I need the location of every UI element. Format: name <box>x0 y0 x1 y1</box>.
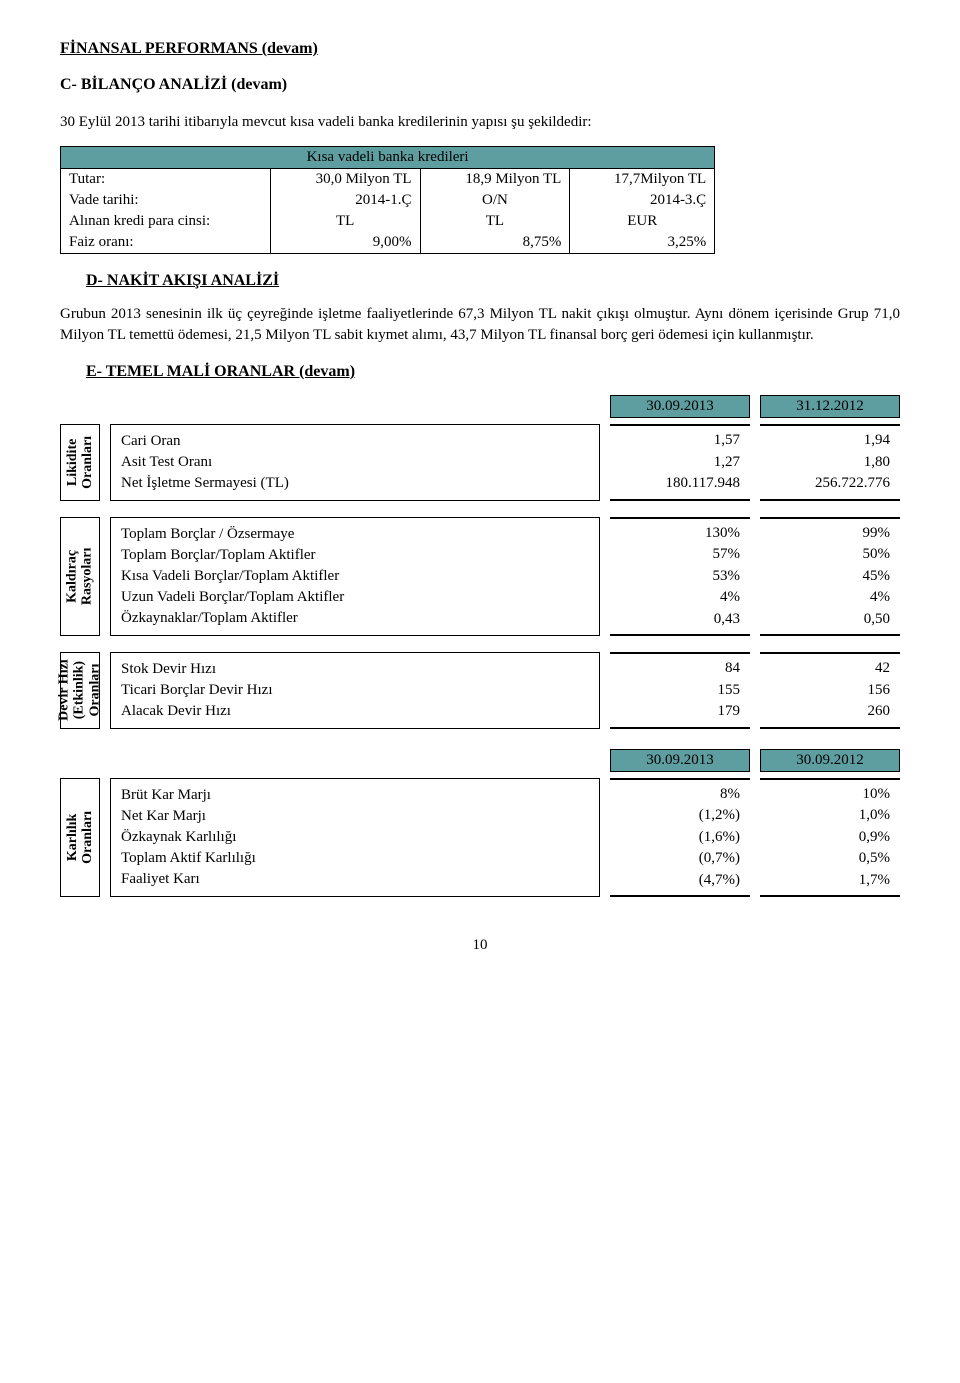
table-cell: Tutar: <box>61 169 271 191</box>
credit-table: Kısa vadeli banka kredileri Tutar: 30,0 … <box>60 146 715 254</box>
table-cell: 30,0 Milyon TL <box>270 169 420 191</box>
ratio-value: 99% <box>770 523 890 544</box>
table-cell: 17,7Milyon TL <box>570 169 715 191</box>
date-header-row: 30.09.2013 30.09.2012 <box>60 749 900 772</box>
main-heading: FİNANSAL PERFORMANS (devam) <box>60 40 900 58</box>
ratio-value: 256.722.776 <box>770 473 890 494</box>
ratio-value: 260 <box>770 701 890 722</box>
ratio-name: Toplam Borçlar / Özsermaye <box>121 524 589 545</box>
ratio-value: 156 <box>770 680 890 701</box>
ratio-name: Cari Oran <box>121 431 589 452</box>
vlabel-turnover: Devir Hızı(Etkinlik)Oranları <box>57 659 103 721</box>
ratio-value: (1,6%) <box>620 827 740 848</box>
ratio-name: Toplam Borçlar/Toplam Aktifler <box>121 545 589 566</box>
ratio-name: Özkaynak Karlılığı <box>121 827 589 848</box>
ratio-value: 42 <box>770 658 890 679</box>
leverage-ratios: KaldıraçRasyoları Toplam Borçlar / Özser… <box>60 517 900 636</box>
ratio-value: 1,80 <box>770 452 890 473</box>
ratio-value: 180.117.948 <box>620 473 740 494</box>
date-header-row: 30.09.2013 31.12.2012 <box>60 395 900 418</box>
profitability-ratios: KarlılıkOranları Brüt Kar Marjı Net Kar … <box>60 778 900 897</box>
ratio-name: Özkaynaklar/Toplam Aktifler <box>121 608 589 629</box>
ratio-name: Ticari Borçlar Devir Hızı <box>121 680 589 701</box>
turnover-ratios: Devir Hızı(Etkinlik)Oranları Stok Devir … <box>60 652 900 729</box>
ratio-name: Kısa Vadeli Borçlar/Toplam Aktifler <box>121 566 589 587</box>
ratio-value: 0,9% <box>770 827 890 848</box>
ratio-value: 53% <box>620 566 740 587</box>
ratio-name: Net Kar Marjı <box>121 806 589 827</box>
ratio-value: 1,27 <box>620 452 740 473</box>
sub-heading-e: E- TEMEL MALİ ORANLAR (devam) <box>86 363 900 381</box>
ratio-value: (4,7%) <box>620 870 740 891</box>
table-cell: 8,75% <box>420 232 570 254</box>
table-cell: TL <box>270 211 420 232</box>
ratio-value: 10% <box>770 784 890 805</box>
table-cell: EUR <box>570 211 715 232</box>
ratio-value: 179 <box>620 701 740 722</box>
page-number: 10 <box>60 937 900 954</box>
liquidity-ratios: LikiditeOranları Cari Oran Asit Test Ora… <box>60 424 900 501</box>
table-cell: 9,00% <box>270 232 420 254</box>
date-col-2: 31.12.2012 <box>760 395 900 418</box>
ratio-value: 0,50 <box>770 609 890 630</box>
ratio-value: 130% <box>620 523 740 544</box>
table-cell: 3,25% <box>570 232 715 254</box>
ratio-name: Net İşletme Sermayesi (TL) <box>121 473 589 494</box>
table-cell: 2014-1.Ç <box>270 190 420 211</box>
ratio-value: 4% <box>620 587 740 608</box>
ratio-name: Alacak Devir Hızı <box>121 701 589 722</box>
ratio-value: 155 <box>620 680 740 701</box>
table-cell: Alınan kredi para cinsi: <box>61 211 271 232</box>
ratio-value: 4% <box>770 587 890 608</box>
intro-paragraph: 30 Eylül 2013 tarihi itibarıyla mevcut k… <box>60 112 900 132</box>
ratio-value: 50% <box>770 544 890 565</box>
ratio-value: 1,57 <box>620 430 740 451</box>
ratio-value: 84 <box>620 658 740 679</box>
table-cell: TL <box>420 211 570 232</box>
table-cell: 2014-3.Ç <box>570 190 715 211</box>
date-col-2: 30.09.2012 <box>760 749 900 772</box>
sub-heading-c: C- BİLANÇO ANALİZİ (devam) <box>60 76 900 94</box>
ratio-name: Asit Test Oranı <box>121 452 589 473</box>
ratio-name: Stok Devir Hızı <box>121 659 589 680</box>
table-cell: Faiz oranı: <box>61 232 271 254</box>
ratio-value: 57% <box>620 544 740 565</box>
ratio-name: Brüt Kar Marjı <box>121 785 589 806</box>
table-cell: 18,9 Milyon TL <box>420 169 570 191</box>
table-cell: O/N <box>420 190 570 211</box>
ratio-value: 1,0% <box>770 805 890 826</box>
credit-table-header: Kısa vadeli banka kredileri <box>61 147 715 169</box>
ratio-value: 0,5% <box>770 848 890 869</box>
ratio-value: 1,94 <box>770 430 890 451</box>
ratio-value: (1,2%) <box>620 805 740 826</box>
ratio-name: Toplam Aktif Karlılığı <box>121 848 589 869</box>
sub-heading-d: D- NAKİT AKIŞI ANALİZİ <box>86 272 900 290</box>
ratio-value: (0,7%) <box>620 848 740 869</box>
table-cell: Vade tarihi: <box>61 190 271 211</box>
ratio-value: 1,7% <box>770 870 890 891</box>
vlabel-leverage: KaldıraçRasyoları <box>65 547 96 605</box>
vlabel-profitability: KarlılıkOranları <box>65 811 96 864</box>
cashflow-paragraph: Grubun 2013 senesinin ilk üç çeyreğinde … <box>60 304 900 345</box>
date-col-1: 30.09.2013 <box>610 749 750 772</box>
vlabel-liquidity: LikiditeOranları <box>65 436 96 489</box>
date-col-1: 30.09.2013 <box>610 395 750 418</box>
ratio-name: Uzun Vadeli Borçlar/Toplam Aktifler <box>121 587 589 608</box>
ratio-name: Faaliyet Karı <box>121 869 589 890</box>
ratio-value: 8% <box>620 784 740 805</box>
ratio-value: 0,43 <box>620 609 740 630</box>
ratio-value: 45% <box>770 566 890 587</box>
